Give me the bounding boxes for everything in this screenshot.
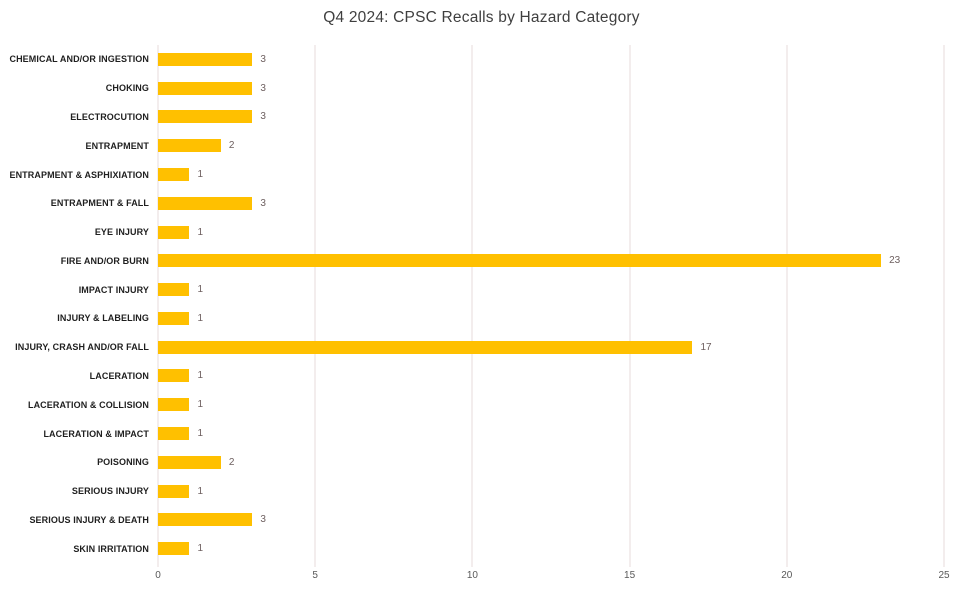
bar: [158, 455, 221, 469]
bar-rows: CHEMICAL AND/OR INGESTION 3 CHOKING 3 ELECTR…: [9, 45, 944, 563]
category-label: CHOKING: [105, 83, 149, 94]
chart-row: LACERATION & COLLISION 1: [28, 390, 944, 419]
axis-tick: [471, 563, 473, 567]
category-label: INJURY, CRASH AND/OR FALL: [15, 342, 149, 353]
bar: [158, 340, 693, 354]
x-axis: 0 5 10 15 20 25: [155, 563, 950, 589]
axis-tick: [943, 563, 945, 567]
category-label: INJURY & LABELING: [57, 313, 149, 324]
bar: [158, 254, 882, 268]
value-label: 3: [260, 111, 266, 123]
chart-row: SKIN IRRITATION 1: [73, 534, 944, 563]
chart-row: ENTRAPMENT & FALL 3: [51, 189, 944, 218]
value-label: 1: [197, 312, 203, 324]
chart-row: ENTRAPMENT 2: [86, 131, 944, 160]
chart-title: Q4 2024: CPSC Recalls by Hazard Category: [323, 9, 640, 26]
chart-row: EYE INJURY 1: [95, 218, 944, 247]
bar: [158, 542, 190, 556]
category-label: LACERATION & IMPACT: [43, 428, 149, 439]
chart-row: INJURY & LABELING 1: [57, 304, 944, 333]
category-label: IMPACT INJURY: [78, 284, 149, 295]
value-label: 2: [228, 456, 235, 468]
axis-tick: [786, 563, 788, 567]
value-label: 1: [197, 428, 203, 440]
value-label: 1: [197, 485, 203, 497]
category-label: ELECTROCUTION: [70, 111, 149, 122]
axis-tick-label: 5: [312, 570, 318, 581]
value-label: 3: [260, 82, 266, 94]
bar: [158, 427, 190, 441]
bar: [158, 110, 253, 124]
value-label: 17: [700, 341, 712, 353]
chart-row: IMPACT INJURY 1: [79, 275, 944, 304]
bar: [158, 196, 253, 210]
value-label: 1: [197, 370, 203, 382]
chart-row: FIRE AND/OR BURN 23: [61, 246, 944, 275]
axis-tick-label: 0: [155, 570, 161, 581]
axis-tick-label: 10: [466, 570, 478, 581]
chart-row: LACERATION & IMPACT 1: [43, 419, 944, 448]
value-label: 1: [197, 169, 203, 181]
axis-tick-label: 20: [781, 570, 793, 581]
value-label: 1: [197, 226, 203, 238]
bar: [158, 81, 253, 95]
category-label: FIRE AND/OR BURN: [60, 255, 149, 266]
bar: [158, 168, 190, 182]
category-label: EYE INJURY: [94, 227, 149, 238]
chart-row: ENTRAPMENT & ASPHIXIATION 1: [9, 160, 944, 189]
category-label: SERIOUS INJURY: [71, 486, 149, 497]
category-label: ENTRAPMENT & FALL: [50, 198, 149, 209]
chart-row: CHOKING 3: [106, 74, 944, 103]
plot-area: CHEMICAL AND/OR INGESTION 3 CHOKING 3 ELECTR…: [9, 45, 945, 563]
bar: [158, 311, 190, 325]
category-label: ENTRAPMENT & ASPHIXIATION: [9, 169, 149, 180]
category-label: ENTRAPMENT: [85, 140, 149, 151]
value-label: 1: [197, 543, 203, 555]
chart-row: POISONING 2: [97, 448, 944, 477]
bar: [158, 283, 190, 297]
category-label: LACERATION: [89, 370, 149, 381]
value-label: 2: [228, 140, 235, 152]
bar: [158, 369, 190, 383]
chart-row: LACERATION 1: [90, 362, 944, 391]
axis-tick: [157, 563, 159, 567]
chart-row: SERIOUS INJURY 1: [72, 477, 944, 506]
bar: [158, 398, 190, 412]
axis-tick: [629, 563, 631, 567]
value-label: 23: [889, 255, 901, 267]
chart-row: SERIOUS INJURY & DEATH 3: [29, 506, 944, 535]
value-label: 1: [197, 399, 203, 411]
chart-row: ELECTROCUTION 3: [70, 103, 944, 132]
value-label: 3: [260, 197, 266, 209]
category-label: SERIOUS INJURY & DEATH: [29, 514, 149, 525]
axis-tick-label: 25: [938, 570, 950, 581]
category-label: SKIN IRRITATION: [73, 543, 149, 554]
value-label: 1: [197, 284, 203, 296]
axis-tick-label: 15: [624, 570, 636, 581]
bar: [158, 484, 190, 498]
bar: [158, 225, 190, 239]
bar: [158, 513, 253, 527]
bar: [158, 52, 253, 66]
value-label: 3: [260, 53, 266, 65]
category-label: LACERATION & COLLISION: [27, 399, 149, 410]
chart-row: INJURY, CRASH AND/OR FALL 17: [15, 333, 944, 362]
axis-tick: [314, 563, 316, 567]
category-label: CHEMICAL AND/OR INGESTION: [9, 54, 149, 65]
value-label: 3: [260, 514, 266, 526]
category-label: POISONING: [97, 457, 149, 468]
bar: [158, 139, 221, 153]
chart-row: CHEMICAL AND/OR INGESTION 3: [9, 45, 944, 74]
